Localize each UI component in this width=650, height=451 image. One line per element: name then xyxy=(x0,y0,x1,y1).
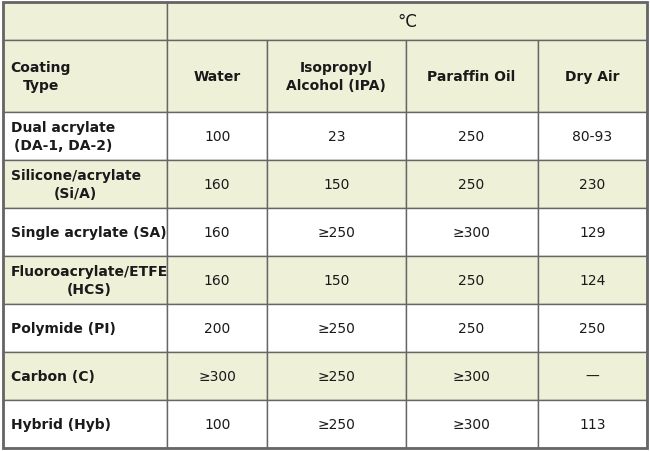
Bar xyxy=(3,352,167,400)
Bar xyxy=(406,161,538,208)
Bar xyxy=(267,304,406,352)
Text: ≥300: ≥300 xyxy=(452,226,491,239)
Text: 200: 200 xyxy=(204,321,230,335)
Bar xyxy=(167,113,267,161)
Text: 250: 250 xyxy=(458,130,485,144)
Bar xyxy=(538,41,647,113)
Bar xyxy=(538,161,647,208)
Bar xyxy=(406,113,538,161)
Bar xyxy=(538,113,647,161)
Bar xyxy=(3,41,167,113)
Text: 250: 250 xyxy=(458,321,485,335)
Bar xyxy=(3,161,167,208)
Bar xyxy=(406,257,538,304)
Text: 160: 160 xyxy=(204,273,230,287)
Text: 150: 150 xyxy=(323,273,350,287)
Text: 150: 150 xyxy=(323,178,350,192)
Bar xyxy=(267,352,406,400)
Bar xyxy=(267,41,406,113)
Bar xyxy=(267,257,406,304)
Bar xyxy=(167,400,267,448)
Text: Carbon (C): Carbon (C) xyxy=(11,369,95,383)
Bar xyxy=(538,304,647,352)
Bar xyxy=(538,400,647,448)
Bar xyxy=(3,400,167,448)
Text: 100: 100 xyxy=(204,130,230,144)
Text: 160: 160 xyxy=(204,178,230,192)
Bar xyxy=(406,208,538,257)
Bar xyxy=(167,161,267,208)
Text: Dual acrylate
(DA-1, DA-2): Dual acrylate (DA-1, DA-2) xyxy=(11,121,115,152)
Bar xyxy=(167,41,267,113)
Text: 160: 160 xyxy=(204,226,230,239)
Bar xyxy=(267,208,406,257)
Bar xyxy=(3,304,167,352)
Text: ≥300: ≥300 xyxy=(452,369,491,383)
Bar xyxy=(406,352,538,400)
Bar xyxy=(167,304,267,352)
Bar xyxy=(538,352,647,400)
Bar xyxy=(538,208,647,257)
Text: 129: 129 xyxy=(579,226,606,239)
Text: Water: Water xyxy=(194,70,240,84)
Text: 100: 100 xyxy=(204,417,230,431)
Text: Dry Air: Dry Air xyxy=(565,70,619,84)
Text: ≥300: ≥300 xyxy=(198,369,236,383)
Bar xyxy=(3,3,167,41)
Text: ≥300: ≥300 xyxy=(452,417,491,431)
Text: 124: 124 xyxy=(579,273,605,287)
Text: Paraffin Oil: Paraffin Oil xyxy=(428,70,515,84)
Text: ≥250: ≥250 xyxy=(317,321,355,335)
Bar xyxy=(3,208,167,257)
Bar xyxy=(267,161,406,208)
Text: 250: 250 xyxy=(579,321,605,335)
Text: 250: 250 xyxy=(458,273,485,287)
Text: 250: 250 xyxy=(458,178,485,192)
Text: Fluoroacrylate/ETFE
(HCS): Fluoroacrylate/ETFE (HCS) xyxy=(11,265,168,296)
Bar xyxy=(406,41,538,113)
Bar xyxy=(167,352,267,400)
Text: Hybrid (Hyb): Hybrid (Hyb) xyxy=(11,417,111,431)
Bar xyxy=(406,304,538,352)
Text: Coating
Type: Coating Type xyxy=(11,61,71,92)
Text: °C: °C xyxy=(397,13,417,31)
Text: —: — xyxy=(586,369,599,383)
Bar xyxy=(167,208,267,257)
Text: ≥250: ≥250 xyxy=(317,369,355,383)
Bar xyxy=(3,113,167,161)
Text: 80-93: 80-93 xyxy=(572,130,612,144)
Bar xyxy=(538,257,647,304)
Bar xyxy=(406,400,538,448)
Bar xyxy=(167,257,267,304)
Bar xyxy=(167,3,647,41)
Text: Polymide (PI): Polymide (PI) xyxy=(11,321,116,335)
Bar xyxy=(3,257,167,304)
Text: 23: 23 xyxy=(328,130,345,144)
Bar xyxy=(267,400,406,448)
Text: ≥250: ≥250 xyxy=(317,226,355,239)
Text: Single acrylate (SA): Single acrylate (SA) xyxy=(11,226,166,239)
Text: 230: 230 xyxy=(579,178,605,192)
Text: 113: 113 xyxy=(579,417,606,431)
Text: Isopropyl
Alcohol (IPA): Isopropyl Alcohol (IPA) xyxy=(287,61,386,92)
Bar xyxy=(267,113,406,161)
Text: Silicone/acrylate
(Si/A): Silicone/acrylate (Si/A) xyxy=(11,169,141,200)
Text: ≥250: ≥250 xyxy=(317,417,355,431)
